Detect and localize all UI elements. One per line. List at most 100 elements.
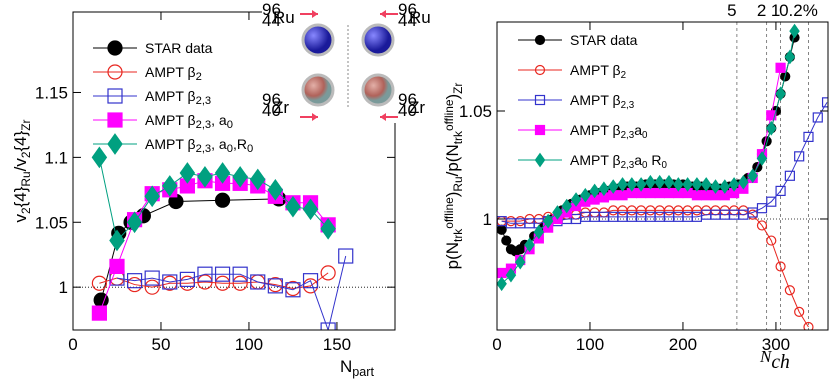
marker [766, 196, 777, 207]
marker [144, 279, 160, 295]
marker [710, 179, 721, 194]
y-tick-label: 1.05 [35, 213, 68, 232]
label-part: ch [771, 352, 790, 373]
marker [645, 174, 656, 190]
marker [250, 274, 266, 290]
beam-arrow-head [312, 113, 318, 121]
marker [497, 276, 507, 292]
series-line [116, 255, 347, 330]
label-part: 0 [642, 160, 648, 171]
marker [766, 110, 777, 121]
marker [598, 181, 610, 197]
y-tick-label: 1.15 [35, 83, 68, 102]
marker [812, 112, 823, 123]
y-tick-label: 1.05 [459, 102, 492, 121]
marker [214, 275, 231, 291]
isotope-symbol: Zr [273, 98, 289, 117]
label-part: v [11, 214, 30, 223]
legend-label: AMPT β2,3 [570, 92, 635, 111]
label-part: AMPT β [570, 62, 621, 78]
label-part: N [340, 357, 352, 376]
marker [232, 266, 248, 282]
legend-label: STAR data [570, 32, 638, 48]
marker [673, 177, 684, 192]
legend-marker [107, 88, 123, 104]
x-tick-label: 0 [68, 335, 77, 354]
marker [552, 205, 563, 220]
marker [775, 62, 786, 73]
marker [794, 306, 805, 317]
legend-label: AMPT β2 [145, 64, 202, 83]
marker [214, 162, 231, 184]
marker [214, 266, 231, 282]
legend-marker [107, 133, 123, 155]
marker [775, 185, 786, 197]
label-part: AMPT β [570, 122, 621, 138]
isotope-charge: 40 [262, 101, 281, 120]
marker [617, 190, 628, 201]
label-part: AMPT β [145, 64, 196, 80]
label-part: trk [451, 229, 465, 242]
axes-frame [496, 21, 829, 331]
label-part: R [647, 152, 661, 168]
legend-label: AMPT β2,3a0 [570, 122, 648, 141]
legend-marker [107, 40, 123, 56]
x-tick-label: 100 [576, 335, 604, 354]
marker [607, 179, 619, 194]
y-tick-label: 1 [483, 210, 492, 229]
legend-label: AMPT β2,3, a0,R0 [145, 136, 253, 155]
isotope-charge: 44 [398, 11, 417, 30]
isotope-mass: 96 [262, 90, 281, 109]
label-part: 0 [227, 119, 233, 131]
label-part: a [634, 122, 642, 138]
label-part: 0 [642, 130, 648, 141]
isotope-symbol: Ru [273, 8, 295, 27]
marker [197, 266, 213, 282]
marker [766, 120, 777, 136]
label-part: 0 [247, 143, 253, 155]
label-part: offline [442, 197, 456, 229]
legend-marker [534, 94, 546, 106]
marker [144, 185, 160, 208]
marker [635, 177, 647, 192]
label-part: 2,3 [621, 100, 635, 111]
marker [267, 278, 283, 294]
marker [756, 203, 768, 214]
marker [250, 168, 266, 191]
marker [747, 168, 758, 184]
marker [232, 275, 248, 291]
marker [789, 23, 800, 39]
label-part: 2 [621, 70, 626, 81]
label-part: AMPT β [570, 92, 621, 108]
marker [320, 265, 336, 281]
label-part: 0 [661, 160, 667, 171]
label-part: , a [211, 136, 227, 152]
centrality-label: 0.2% [779, 1, 818, 20]
x-tick-label: 50 [152, 335, 171, 354]
marker [784, 170, 795, 181]
label-part: Ru [19, 171, 33, 186]
label-part: 2 [19, 207, 33, 214]
marker [580, 187, 591, 203]
label-part: trk [451, 131, 465, 144]
isotope-charge: 44 [262, 11, 281, 30]
label-part: /v [11, 158, 30, 172]
beam-arrow-head [380, 10, 386, 18]
axes-frame [72, 11, 396, 331]
label-part: AMPT β [145, 88, 196, 104]
marker [232, 166, 248, 188]
isotope-charge: 40 [398, 101, 417, 120]
label-part: Zr [451, 83, 465, 94]
marker [126, 211, 143, 234]
label-part: ) [443, 192, 462, 198]
marker [144, 270, 160, 286]
label-part: ,R [233, 136, 247, 152]
marker [179, 271, 195, 287]
marker [109, 229, 125, 252]
marker [179, 162, 196, 184]
marker [654, 174, 665, 190]
